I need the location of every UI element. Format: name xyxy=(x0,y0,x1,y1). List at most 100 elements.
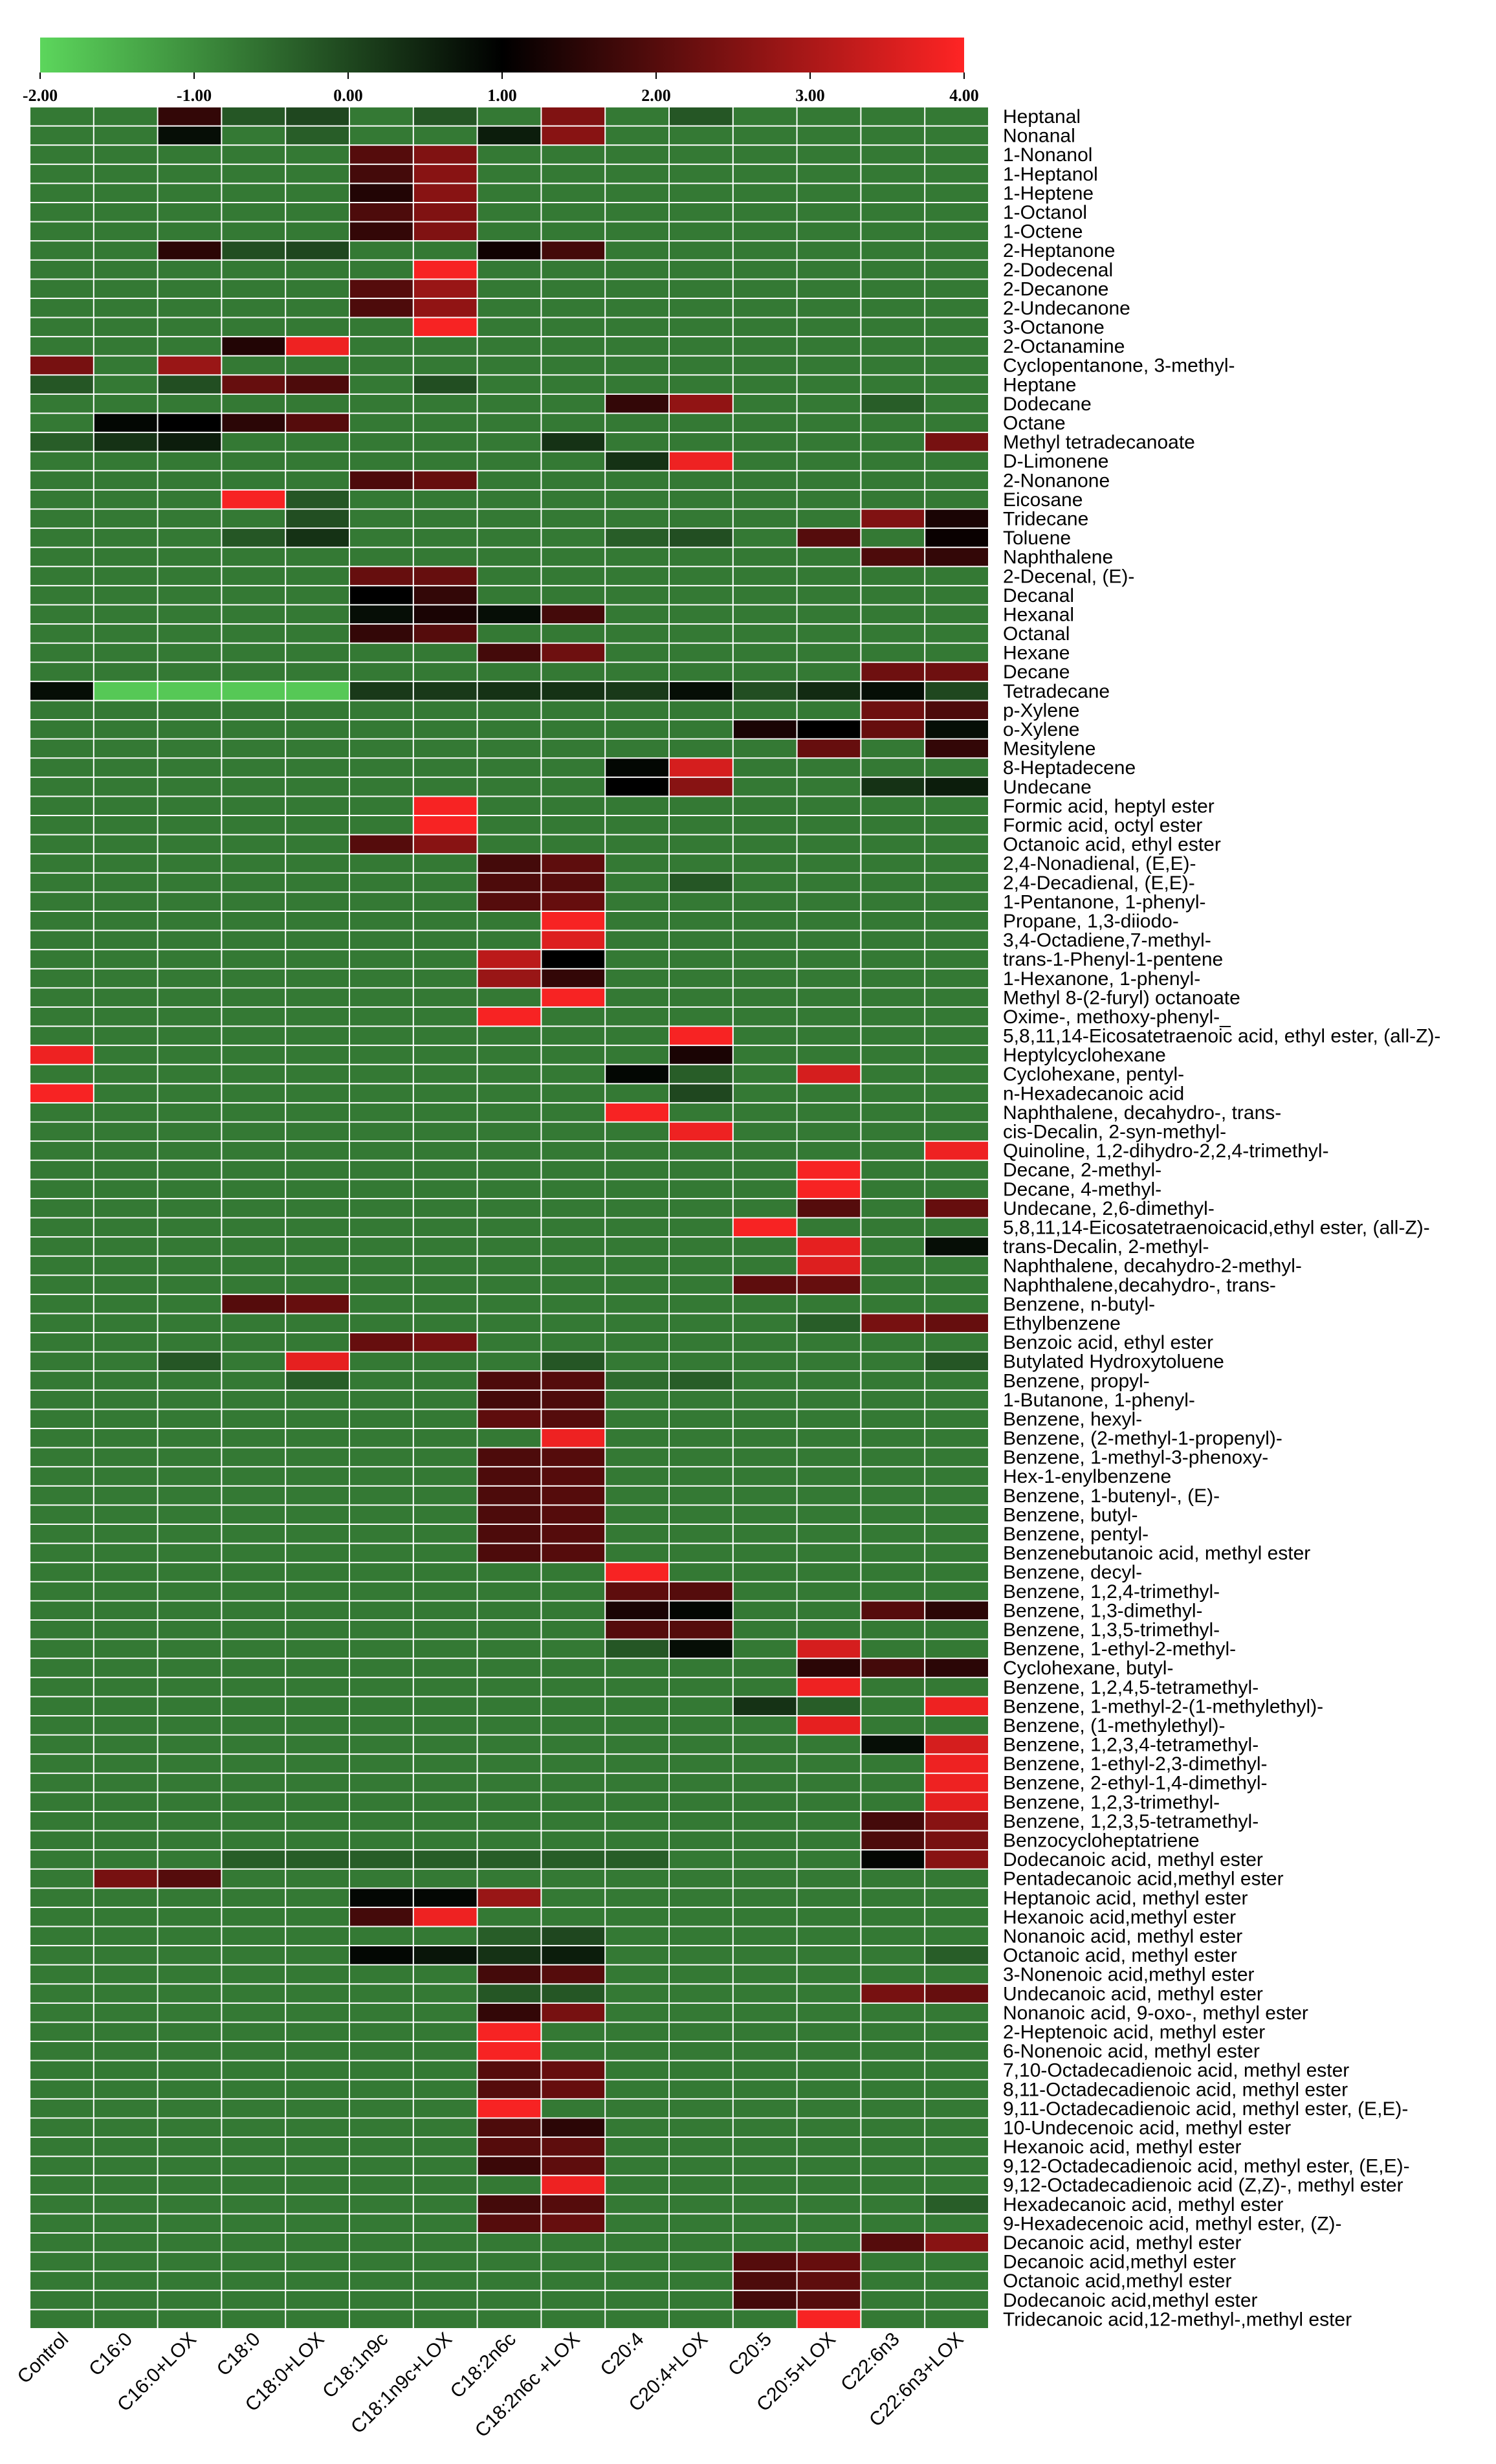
heatmap-cell xyxy=(670,1716,732,1735)
heatmap-cell xyxy=(606,586,668,605)
heatmap-cell xyxy=(861,1390,925,1409)
heatmap-cell xyxy=(670,337,732,355)
heatmap-cell xyxy=(925,2138,988,2156)
heatmap-cell xyxy=(542,1620,605,1639)
heatmap-cell xyxy=(158,2195,221,2214)
heatmap-cell xyxy=(606,1601,668,1619)
heatmap-cell xyxy=(733,2157,797,2175)
heatmap-cell xyxy=(478,643,541,662)
heatmap-cell xyxy=(158,854,221,872)
heatmap-cell xyxy=(30,2003,93,2022)
heatmap-cell xyxy=(413,2176,477,2194)
heatmap-cell xyxy=(861,1812,925,1830)
heatmap-cell xyxy=(413,2272,477,2290)
heatmap-cell xyxy=(797,222,861,241)
heatmap-cell xyxy=(670,1639,732,1658)
heatmap-cell xyxy=(797,1027,861,1045)
heatmap-cell xyxy=(733,2176,797,2194)
heatmap-cell xyxy=(670,1582,732,1601)
heatmap-cell xyxy=(158,1601,221,1619)
row-label: Oxime-, methoxy-phenyl-_ xyxy=(1003,1006,1231,1028)
heatmap-cell xyxy=(542,1544,605,1562)
heatmap-cell xyxy=(350,777,413,796)
heatmap-cell xyxy=(478,337,541,355)
heatmap-cell xyxy=(861,2176,925,2194)
heatmap-cell xyxy=(222,1467,285,1485)
heatmap-cell xyxy=(861,701,925,720)
heatmap-cell xyxy=(350,1486,413,1505)
heatmap-cell xyxy=(925,1563,988,1581)
heatmap-cell xyxy=(733,1773,797,1792)
heatmap-cell xyxy=(670,2099,732,2118)
heatmap-cell xyxy=(222,1582,285,1601)
heatmap-cell xyxy=(797,2023,861,2041)
heatmap-cell xyxy=(606,203,668,221)
heatmap-cell xyxy=(542,1007,605,1026)
heatmap-cell xyxy=(94,1218,157,1237)
heatmap-cell xyxy=(925,1620,988,1639)
heatmap-cell xyxy=(30,2080,93,2098)
heatmap-cell xyxy=(478,1199,541,1217)
heatmap-cell xyxy=(797,164,861,183)
heatmap-cell xyxy=(797,1065,861,1083)
heatmap-cell xyxy=(606,1946,668,1964)
heatmap-cell xyxy=(670,682,732,700)
heatmap-cell xyxy=(158,969,221,988)
heatmap-cell xyxy=(542,1122,605,1141)
heatmap-cell xyxy=(30,164,93,183)
heatmap-cell xyxy=(413,1850,477,1869)
heatmap-cell xyxy=(670,203,732,221)
heatmap-cell xyxy=(158,184,221,202)
column-label: C20:5 xyxy=(724,2329,776,2381)
heatmap-cell xyxy=(606,2176,668,2194)
heatmap-cell xyxy=(606,682,668,700)
heatmap-cell xyxy=(606,1850,668,1869)
heatmap-cell xyxy=(670,1907,732,1926)
heatmap-cell xyxy=(670,1735,732,1754)
heatmap-cell xyxy=(542,1869,605,1888)
heatmap-cell xyxy=(286,911,349,930)
heatmap-cell xyxy=(478,2272,541,2290)
heatmap-cell xyxy=(158,625,221,643)
heatmap-cell xyxy=(925,1103,988,1122)
heatmap-cell xyxy=(733,1563,797,1581)
heatmap-cell xyxy=(286,471,349,489)
heatmap-cell xyxy=(542,835,605,854)
heatmap-cell xyxy=(797,1142,861,1160)
heatmap-cell xyxy=(478,1678,541,1696)
row-label: Naphthalene,decahydro-, trans- xyxy=(1003,1274,1276,1296)
heatmap-cell xyxy=(222,720,285,738)
heatmap-cell xyxy=(478,1946,541,1964)
heatmap-cell xyxy=(542,1946,605,1964)
heatmap-cell xyxy=(30,854,93,872)
heatmap-cell xyxy=(158,1371,221,1390)
heatmap-cell xyxy=(413,490,477,509)
row-label: Ethylbenzene xyxy=(1003,1313,1121,1334)
heatmap-cell xyxy=(733,893,797,911)
heatmap-cell xyxy=(478,1142,541,1160)
heatmap-cell xyxy=(670,873,732,892)
heatmap-cell xyxy=(413,1755,477,1773)
heatmap-cell xyxy=(413,1486,477,1505)
heatmap-cell xyxy=(413,835,477,854)
heatmap-cell xyxy=(286,643,349,662)
heatmap-cell xyxy=(30,969,93,988)
heatmap-cell xyxy=(670,164,732,183)
heatmap-cell xyxy=(478,1467,541,1485)
heatmap-cell xyxy=(478,1486,541,1505)
heatmap-cell xyxy=(94,1965,157,1984)
heatmap-cell xyxy=(222,1027,285,1045)
heatmap-cell xyxy=(286,107,349,126)
heatmap-cell xyxy=(861,1160,925,1179)
heatmap-cell xyxy=(670,2118,732,2137)
heatmap-cell xyxy=(797,1448,861,1467)
heatmap-cell xyxy=(30,1907,93,1926)
heatmap-cell xyxy=(222,2003,285,2022)
heatmap-cell xyxy=(670,2023,732,2041)
heatmap-cell xyxy=(94,1448,157,1467)
heatmap-cell xyxy=(925,222,988,241)
heatmap-cell xyxy=(478,2061,541,2080)
heatmap-cell xyxy=(478,1582,541,1601)
heatmap-cell xyxy=(733,2234,797,2252)
heatmap-cell xyxy=(413,950,477,968)
